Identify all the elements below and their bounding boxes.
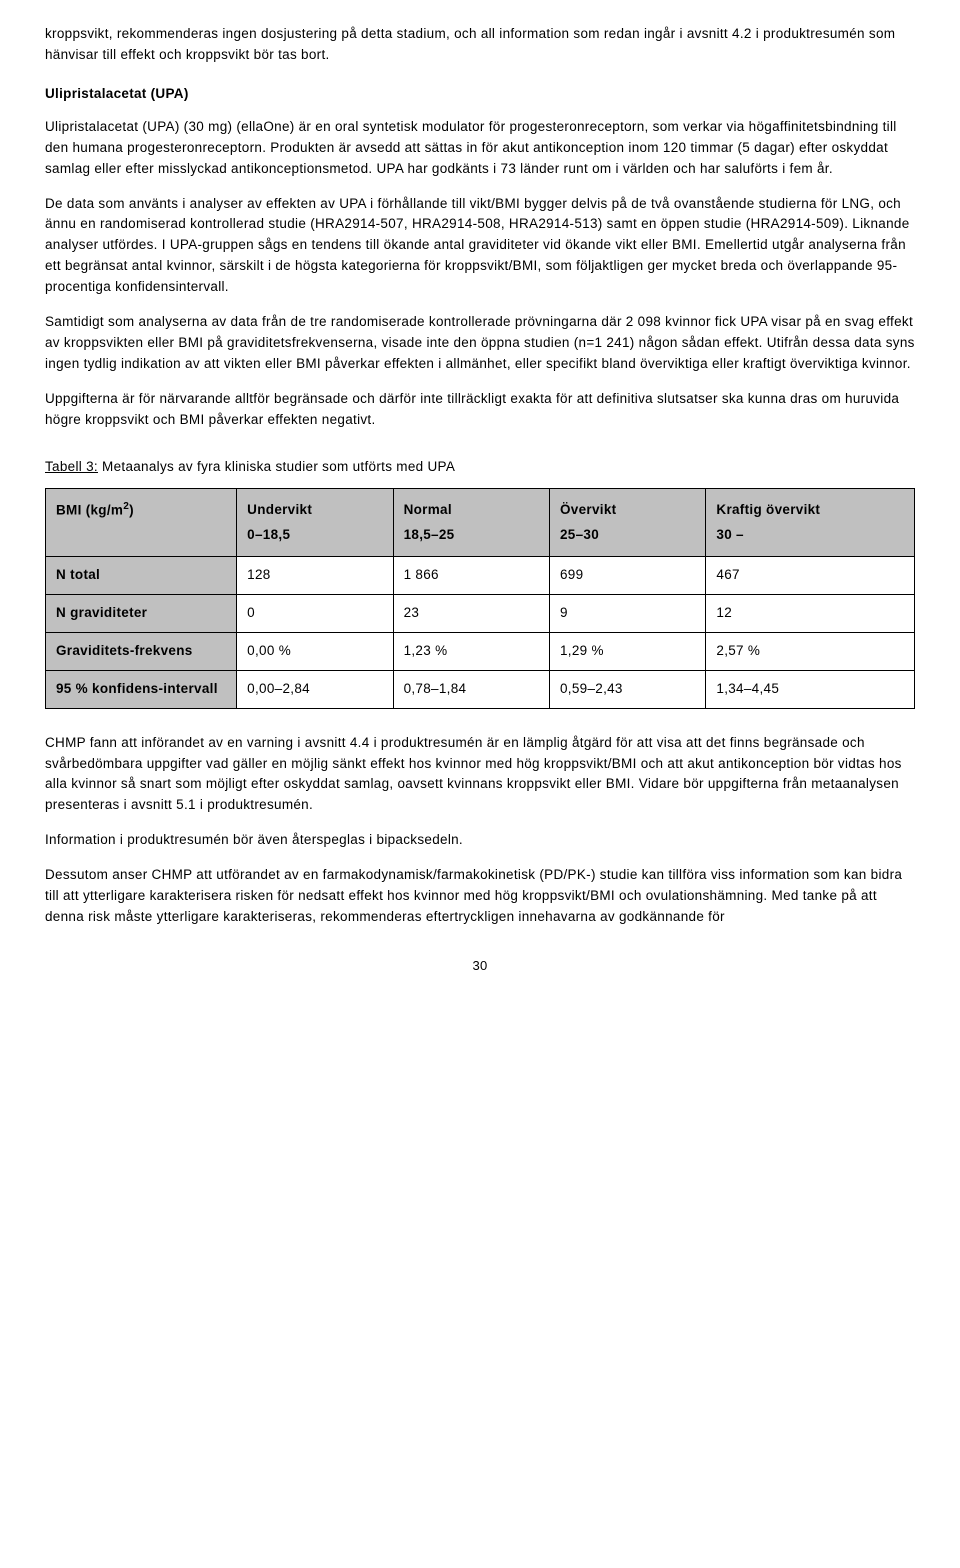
table-caption-rest: Metaanalys av fyra kliniska studier som … — [98, 459, 455, 474]
table-caption: Tabell 3: Metaanalys av fyra kliniska st… — [45, 457, 915, 478]
bmi-header: BMI (kg/m2) — [46, 488, 237, 556]
cell: 0,78–1,84 — [393, 670, 549, 708]
cell: 0 — [237, 594, 393, 632]
cell: 699 — [549, 556, 705, 594]
bmi-header-text: BMI (kg/m — [56, 502, 123, 517]
table-row: N graviditeter 0 23 9 12 — [46, 594, 915, 632]
col-kraftig-overvikt: Kraftig övervikt 30 – — [706, 488, 915, 556]
cell: 1,23 % — [393, 632, 549, 670]
paragraph-chmp: CHMP fann att införandet av en varning i… — [45, 733, 915, 817]
col-overvikt: Övervikt 25–30 — [549, 488, 705, 556]
col-normal: Normal 18,5–25 — [393, 488, 549, 556]
bmi-header-suffix: ) — [129, 502, 134, 517]
paragraph-conclusion: Uppgifterna är för närvarande alltför be… — [45, 389, 915, 431]
row-label: N graviditeter — [46, 594, 237, 632]
cell: 2,57 % — [706, 632, 915, 670]
col-label: Undervikt — [247, 497, 382, 523]
cell: 0,59–2,43 — [549, 670, 705, 708]
col-range: 18,5–25 — [404, 522, 539, 548]
cell: 9 — [549, 594, 705, 632]
col-range: 0–18,5 — [247, 522, 382, 548]
col-undervikt: Undervikt 0–18,5 — [237, 488, 393, 556]
table-caption-prefix: Tabell 3: — [45, 459, 98, 474]
cell: 1 866 — [393, 556, 549, 594]
meta-analysis-table: BMI (kg/m2) Undervikt 0–18,5 Normal 18,5… — [45, 488, 915, 709]
row-label: N total — [46, 556, 237, 594]
table-row: Graviditets-frekvens 0,00 % 1,23 % 1,29 … — [46, 632, 915, 670]
cell: 467 — [706, 556, 915, 594]
paragraph-studies: De data som använts i analyser av effekt… — [45, 194, 915, 299]
row-label: Graviditets-frekvens — [46, 632, 237, 670]
paragraph-upa-desc: Ulipristalacetat (UPA) (30 mg) (ellaOne)… — [45, 117, 915, 180]
paragraph-pdpk: Dessutom anser CHMP att utförandet av en… — [45, 865, 915, 928]
col-range: 30 – — [716, 522, 904, 548]
cell: 23 — [393, 594, 549, 632]
cell: 0,00 % — [237, 632, 393, 670]
cell: 12 — [706, 594, 915, 632]
cell: 0,00–2,84 — [237, 670, 393, 708]
col-range: 25–30 — [560, 522, 695, 548]
paragraph-bipacksedel: Information i produktresumén bör även åt… — [45, 830, 915, 851]
cell: 1,29 % — [549, 632, 705, 670]
table-row: N total 128 1 866 699 467 — [46, 556, 915, 594]
row-label: 95 % konfidens-intervall — [46, 670, 237, 708]
paragraph-intro: kroppsvikt, rekommenderas ingen dosjuste… — [45, 24, 915, 66]
col-label: Normal — [404, 497, 539, 523]
heading-upa: Ulipristalacetat (UPA) — [45, 84, 915, 105]
cell: 1,34–4,45 — [706, 670, 915, 708]
col-label: Kraftig övervikt — [716, 497, 904, 523]
table-header-row: BMI (kg/m2) Undervikt 0–18,5 Normal 18,5… — [46, 488, 915, 556]
cell: 128 — [237, 556, 393, 594]
col-label: Övervikt — [560, 497, 695, 523]
table-row: 95 % konfidens-intervall 0,00–2,84 0,78–… — [46, 670, 915, 708]
page-number: 30 — [45, 956, 915, 976]
paragraph-analysis: Samtidigt som analyserna av data från de… — [45, 312, 915, 375]
